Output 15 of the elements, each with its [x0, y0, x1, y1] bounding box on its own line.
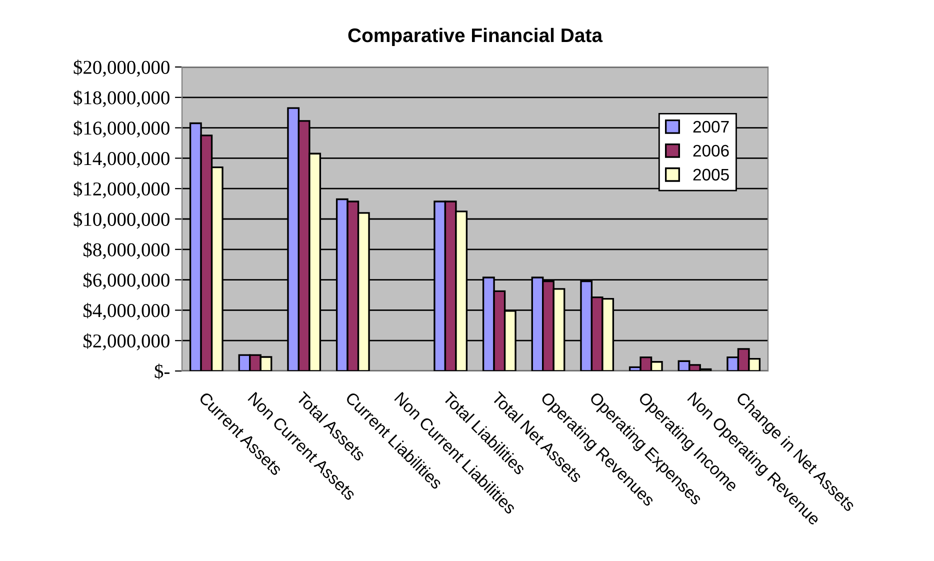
legend-label: 2006 [693, 144, 729, 157]
y-tick-label: $16,000,000 [74, 120, 170, 138]
y-tick-label: $4,000,000 [84, 302, 170, 320]
y-tick-label: $12,000,000 [74, 181, 170, 198]
chart-title: Comparative Financial Data [348, 28, 603, 46]
y-tick-label: $10,000,000 [74, 212, 170, 229]
y-tick-label: $2,000,000 [84, 333, 170, 350]
y-tick-label: $- [154, 364, 170, 380]
legend-label: 2007 [693, 120, 729, 133]
y-tick-label: $8,000,000 [84, 242, 170, 260]
legend-label: 2005 [693, 168, 729, 181]
y-tick-label: $6,000,000 [84, 272, 170, 290]
y-tick-label: $20,000,000 [74, 60, 170, 77]
y-tick-label: $18,000,000 [74, 90, 170, 108]
y-tick-label: $14,000,000 [74, 150, 170, 168]
